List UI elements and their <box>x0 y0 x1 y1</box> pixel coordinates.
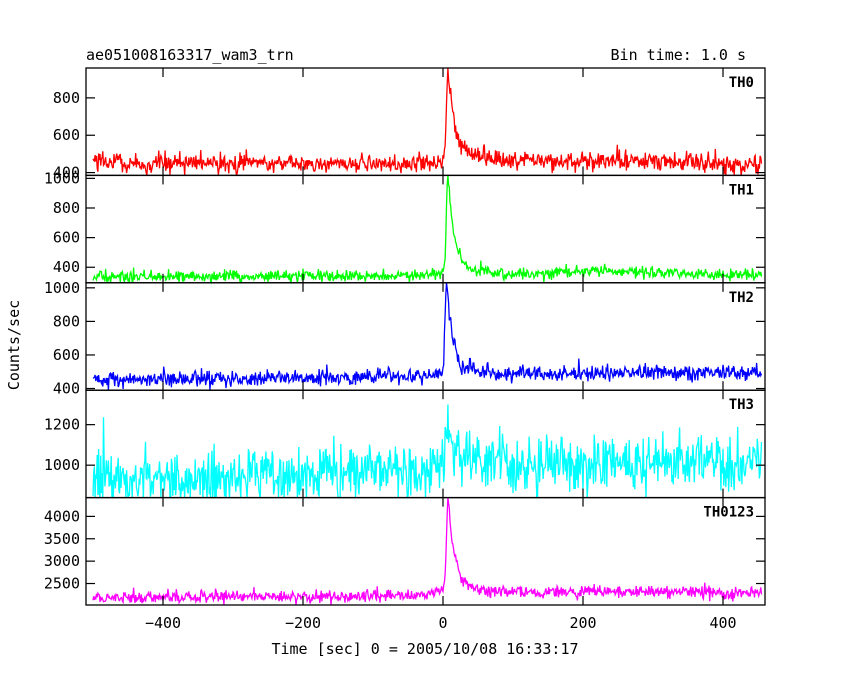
panel-label-th3: TH3 <box>729 397 754 413</box>
bin-time-label: Bin time: 1.0 s <box>611 46 746 64</box>
panel-th0123: 2500 3000 3500 4000 TH0123 <box>44 496 766 606</box>
x-axis-title: Time [sec] 0 = 2005/10/08 16:33:17 <box>271 640 578 658</box>
x-tick-label: 400 <box>709 614 736 632</box>
panel-label-th2: TH2 <box>729 290 754 306</box>
y-axis-title: Counts/sec <box>5 300 23 390</box>
y-tick-label: 600 <box>53 126 80 144</box>
x-tick-label: 200 <box>569 614 596 632</box>
series-line-th2 <box>92 282 763 391</box>
panel-frame <box>85 174 766 284</box>
series-line-th0123 <box>92 497 763 606</box>
x-tick-label: −200 <box>285 614 321 632</box>
y-tick-label: 1000 <box>44 456 80 474</box>
y-tick-label: 400 <box>53 258 80 276</box>
panel-th3: 1000 1200 TH3 <box>44 389 766 499</box>
y-tick-label: 400 <box>53 380 80 398</box>
panel-label-th0: TH0 <box>729 75 754 91</box>
chart-title: ae051008163317_wam3_trn <box>86 46 294 64</box>
y-tick-label: 800 <box>53 199 80 217</box>
panel-th2: 400 600 800 1000 TH2 <box>44 279 766 398</box>
panel-frame <box>85 496 766 606</box>
panel-th1: 400 600 800 1000 TH1 <box>44 169 766 285</box>
series-line-th1 <box>92 175 763 285</box>
y-tick-label: 1000 <box>44 279 80 297</box>
y-tick-label: 800 <box>53 89 80 107</box>
panel-label-th0123: TH0123 <box>703 505 754 521</box>
y-tick-label: 1000 <box>44 169 80 187</box>
y-tick-label: 1200 <box>44 416 80 434</box>
y-tick-label: 4000 <box>44 507 80 525</box>
panel-label-th1: TH1 <box>729 182 754 198</box>
y-tick-label: 600 <box>53 229 80 247</box>
y-tick-label: 800 <box>53 312 80 330</box>
y-tick-label: 3500 <box>44 530 80 548</box>
panel-th0: 400 600 800 TH0 <box>53 67 766 182</box>
y-tick-label: 400 <box>53 164 80 182</box>
y-tick-label: 3000 <box>44 552 80 570</box>
y-tick-label: 600 <box>53 346 80 364</box>
series-line-th3 <box>92 404 763 499</box>
panels: 400 600 800 TH0 400 600 800 1000 TH1 400 600 800 100… <box>44 67 766 632</box>
x-tick-label: 0 <box>438 614 447 632</box>
series-line-th0 <box>92 67 763 176</box>
y-tick-label: 2500 <box>44 575 80 593</box>
x-tick-label: −400 <box>145 614 181 632</box>
